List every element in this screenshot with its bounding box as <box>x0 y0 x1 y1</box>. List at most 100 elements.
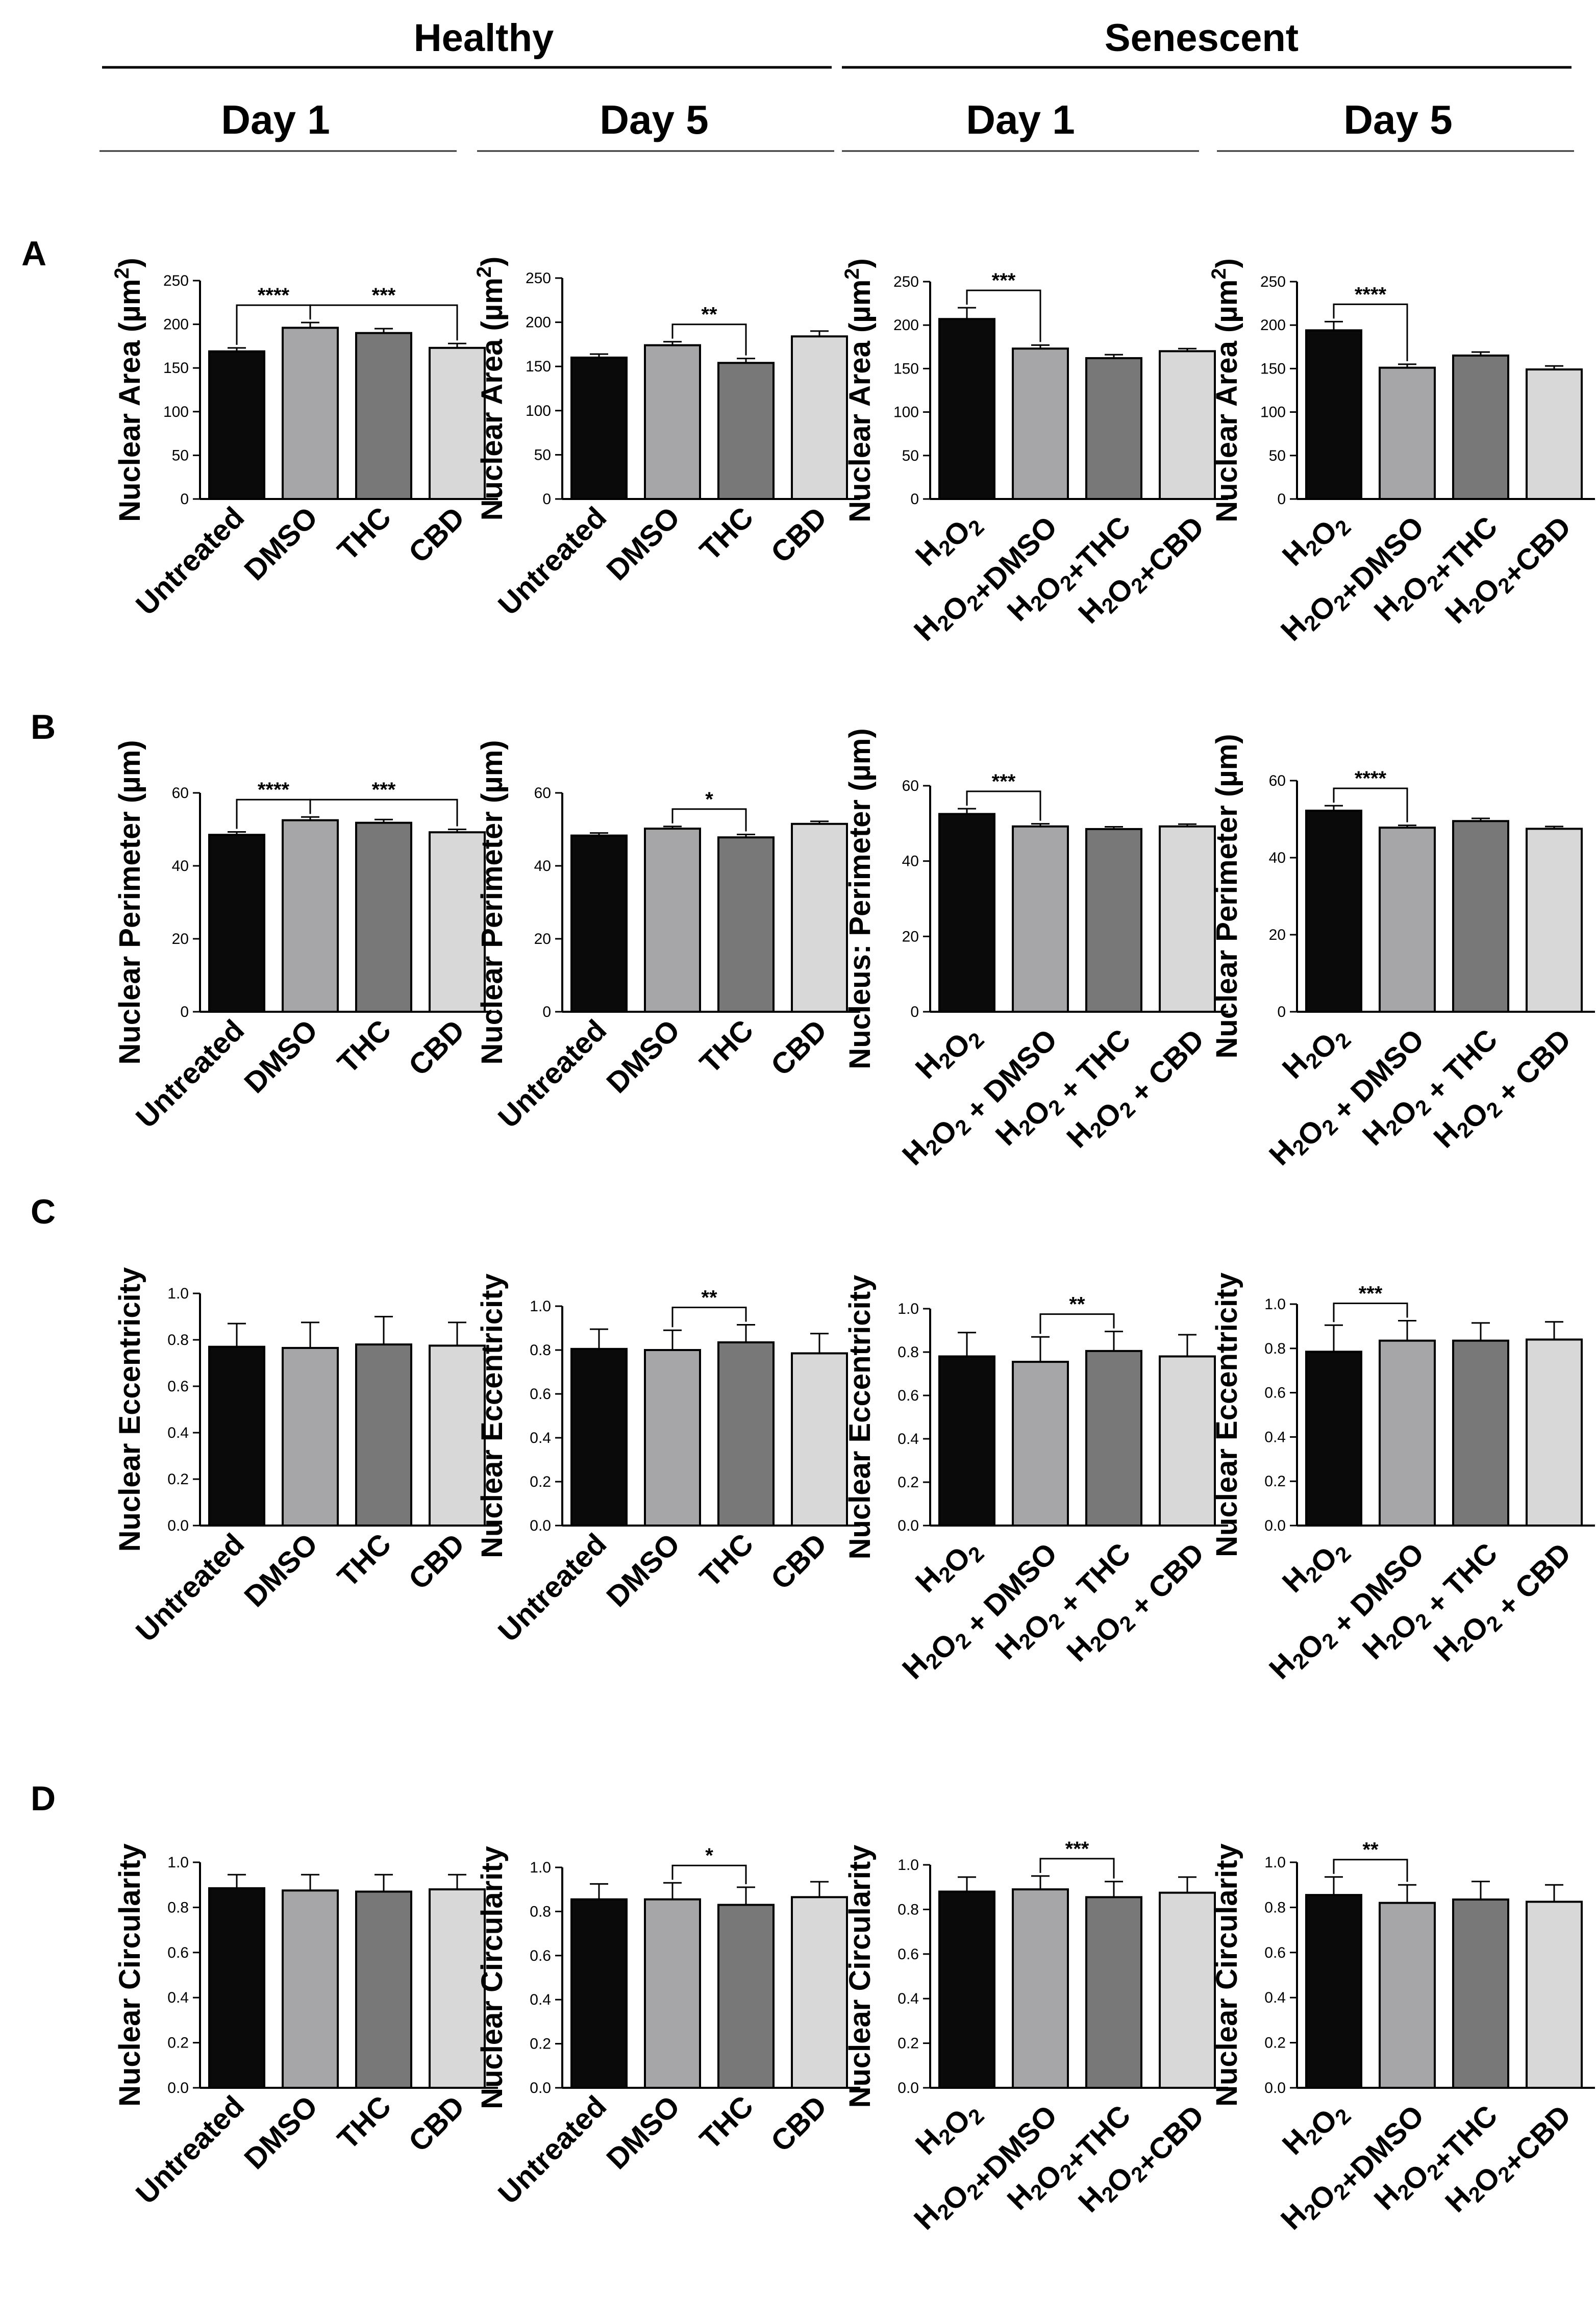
bar <box>1012 347 1069 500</box>
bar <box>429 1888 486 2089</box>
bar <box>938 318 995 500</box>
day-title-healthy-5: Day 5 <box>600 97 708 142</box>
bar <box>1305 1351 1362 1527</box>
chart-d4: 0.0 0.2 0.4 0.6 0.8 1.0 Nuclear Circularity H2O… <box>1210 1839 1595 2236</box>
y-tick-label: 0.8 <box>530 1342 551 1359</box>
bar <box>1379 827 1436 1013</box>
x-tick-label: H2O2 <box>1276 1527 1356 1607</box>
y-tick-label: 0.4 <box>897 1990 919 2007</box>
x-tick-label: CBD <box>764 1013 833 1082</box>
y-tick-label: 1.0 <box>1264 1296 1286 1313</box>
bar <box>429 831 486 1013</box>
y-tick-label: 20 <box>534 931 551 947</box>
significance-label: **** <box>1355 283 1387 306</box>
y-tick-label: 50 <box>1269 447 1286 464</box>
significance-bracket <box>966 289 1041 342</box>
bar <box>1379 366 1436 500</box>
y-tick-label: 60 <box>902 778 919 794</box>
x-tick-label: CBD <box>402 501 471 569</box>
y-tick-label: 0 <box>1277 491 1286 508</box>
bar <box>717 362 775 500</box>
y-tick-label: 1.0 <box>530 1298 551 1315</box>
x-tick-label: CBD <box>402 1013 471 1082</box>
bar <box>1012 1361 1069 1527</box>
bar <box>1526 368 1583 500</box>
significance-bracket <box>1039 1858 1115 1879</box>
y-axis-title: Nuclear Eccentricity <box>843 1275 877 1560</box>
x-tick-label: Untreated <box>492 1013 613 1134</box>
bar <box>282 819 339 1013</box>
significance-label: *** <box>1065 1838 1089 1860</box>
y-tick-label: 1.0 <box>897 1857 919 1874</box>
bar <box>1305 329 1362 500</box>
y-tick-label: 50 <box>902 447 919 464</box>
y-axis-title: Nuclear Circularity <box>476 1846 509 2109</box>
x-tick-label: Untreated <box>130 1527 251 1648</box>
y-tick-label: 0.0 <box>530 2080 551 2096</box>
significance-bracket <box>309 304 458 341</box>
bar <box>1159 350 1216 500</box>
bar <box>791 335 848 500</box>
x-tick-label: Untreated <box>130 2089 251 2210</box>
y-tick-label: 40 <box>1269 850 1286 866</box>
x-tick-label: Untreated <box>492 2089 613 2210</box>
y-tick-label: 20 <box>902 928 919 945</box>
bar <box>1452 820 1509 1013</box>
significance-label: ** <box>1362 1839 1379 1861</box>
x-tick-label: THC <box>331 501 397 567</box>
y-tick-label: 1.0 <box>1264 1854 1286 1871</box>
x-tick-label: THC <box>331 1527 397 1593</box>
x-tick-label: THC <box>693 1013 760 1080</box>
y-tick-label: 200 <box>526 314 551 331</box>
y-tick-label: 0.2 <box>1264 2035 1286 2052</box>
bar <box>1379 1902 1436 2089</box>
significance-bracket <box>671 323 747 356</box>
bar <box>717 836 775 1013</box>
y-axis-title: Nuclear Area (µm2) <box>841 258 877 522</box>
y-tick-label: 0 <box>1277 1004 1286 1020</box>
bar <box>355 821 412 1013</box>
bar <box>570 1347 628 1527</box>
y-tick-label: 0.6 <box>897 1387 919 1404</box>
bar <box>1085 1350 1142 1527</box>
significance-bracket <box>1333 787 1408 822</box>
y-tick-label: 0.0 <box>167 2080 189 2096</box>
y-tick-label: 0.2 <box>897 1474 919 1491</box>
x-tick-label: Untreated <box>130 1013 251 1134</box>
y-tick-label: 0.4 <box>167 1989 189 2006</box>
y-tick-label: 0.0 <box>1264 2080 1286 2096</box>
significance-label: *** <box>992 269 1016 292</box>
chart-a1: 0 50 100 150 200 250 Nuclear Area (µm2)Untreat… <box>111 258 498 622</box>
y-tick-label: 20 <box>172 931 189 947</box>
y-tick-label: 0.6 <box>167 1378 189 1395</box>
bar <box>644 1898 701 2089</box>
x-tick-label: THC <box>693 501 760 567</box>
x-tick-label: DMSO <box>238 2089 324 2176</box>
chart-c2: 0.0 0.2 0.4 0.6 0.8 1.0 Nuclear EccentricityUn… <box>476 1274 860 1649</box>
chart-d3: 0.0 0.2 0.4 0.6 0.8 1.0 Nuclear Circularity H2O… <box>843 1838 1228 2236</box>
significance-label: ** <box>701 1287 717 1309</box>
significance-label: **** <box>1355 767 1387 790</box>
x-tick-label: H2O2 <box>1276 501 1356 580</box>
x-tick-label: THC <box>331 1013 397 1080</box>
x-tick-label: CBD <box>402 2089 471 2158</box>
y-tick-label: 0 <box>910 1004 919 1020</box>
day-title-senescent-5: Day 5 <box>1343 97 1452 142</box>
significance-label: *** <box>372 779 396 801</box>
y-tick-label: 0.2 <box>167 2035 189 2052</box>
bar <box>791 1896 848 2089</box>
y-axis-title: Nuclear Perimeter (µm) <box>476 740 509 1064</box>
bar <box>208 350 265 500</box>
bar <box>1159 1891 1216 2089</box>
x-tick-label: DMSO <box>600 2089 686 2176</box>
bar <box>938 813 995 1013</box>
x-tick-label: DMSO <box>238 1527 324 1613</box>
y-tick-label: 0.4 <box>530 1430 551 1446</box>
y-tick-label: 150 <box>1260 360 1286 377</box>
bar <box>1452 1898 1509 2089</box>
bar <box>717 1904 775 2089</box>
y-tick-label: 50 <box>534 446 551 463</box>
y-tick-label: 0.4 <box>1264 1429 1286 1445</box>
